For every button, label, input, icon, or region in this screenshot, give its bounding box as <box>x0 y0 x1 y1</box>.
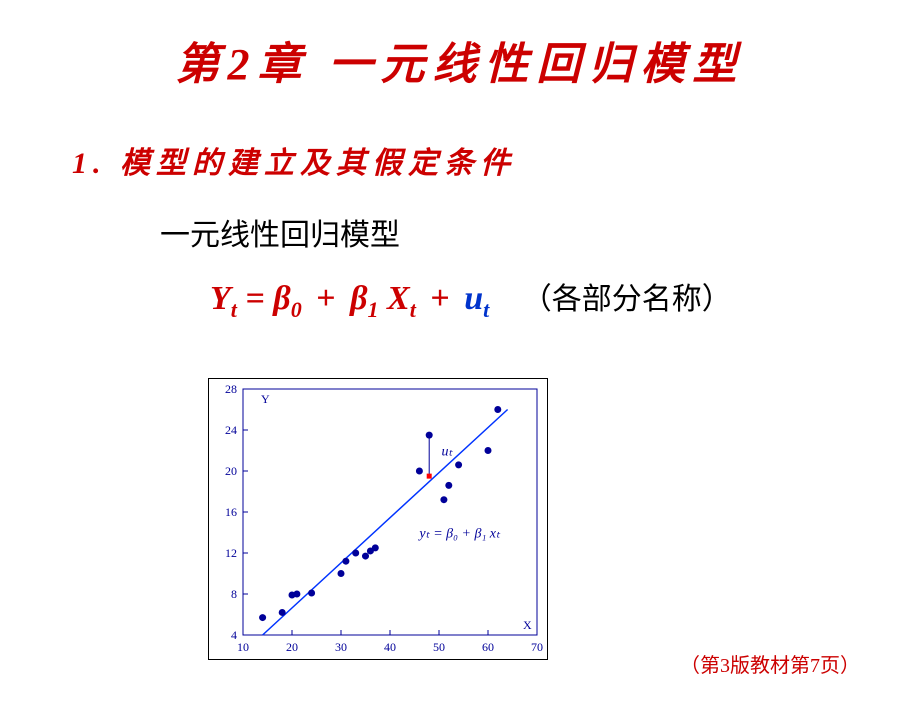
chart-svg: 48121620242810203040506070YXuₜyₜ = β₀ + … <box>209 379 547 659</box>
svg-text:12: 12 <box>225 546 237 560</box>
eq-beta0: β0 <box>273 280 301 317</box>
svg-text:Y: Y <box>261 392 270 406</box>
eq-beta1: β1 <box>350 280 378 317</box>
svg-text:20: 20 <box>225 464 237 478</box>
eq-u: ut <box>464 280 489 317</box>
chapter-title: 第2章 一元线性回归模型 <box>0 28 920 92</box>
eq-equals: = <box>245 280 273 317</box>
svg-text:16: 16 <box>225 505 237 519</box>
svg-text:70: 70 <box>531 640 543 654</box>
svg-text:40: 40 <box>384 640 396 654</box>
svg-text:30: 30 <box>335 640 347 654</box>
svg-text:X: X <box>523 618 532 632</box>
eq-note: （各部分名称） <box>522 283 732 316</box>
svg-text:28: 28 <box>225 382 237 396</box>
eq-plus2: + <box>424 280 455 317</box>
svg-text:50: 50 <box>433 640 445 654</box>
eq-Y: Yt <box>210 280 237 317</box>
page-reference: （第3版教材第7页） <box>680 649 860 678</box>
svg-text:10: 10 <box>237 640 249 654</box>
eq-plus1: + <box>310 280 341 317</box>
section-title: 1. 模型的建立及其假定条件 <box>72 138 920 182</box>
svg-text:8: 8 <box>231 587 237 601</box>
svg-text:60: 60 <box>482 640 494 654</box>
svg-text:uₜ: uₜ <box>441 445 453 460</box>
eq-X: Xt <box>387 280 416 317</box>
svg-text:24: 24 <box>225 423 237 437</box>
equation-line: Yt = β0 + β1 Xt + ut （各部分名称） <box>210 274 920 323</box>
svg-text:yₜ = β₀ + β₁ xₜ: yₜ = β₀ + β₁ xₜ <box>417 527 501 542</box>
svg-text:20: 20 <box>286 640 298 654</box>
subtitle: 一元线性回归模型 <box>160 210 920 254</box>
scatter-chart: 48121620242810203040506070YXuₜyₜ = β₀ + … <box>208 378 548 660</box>
